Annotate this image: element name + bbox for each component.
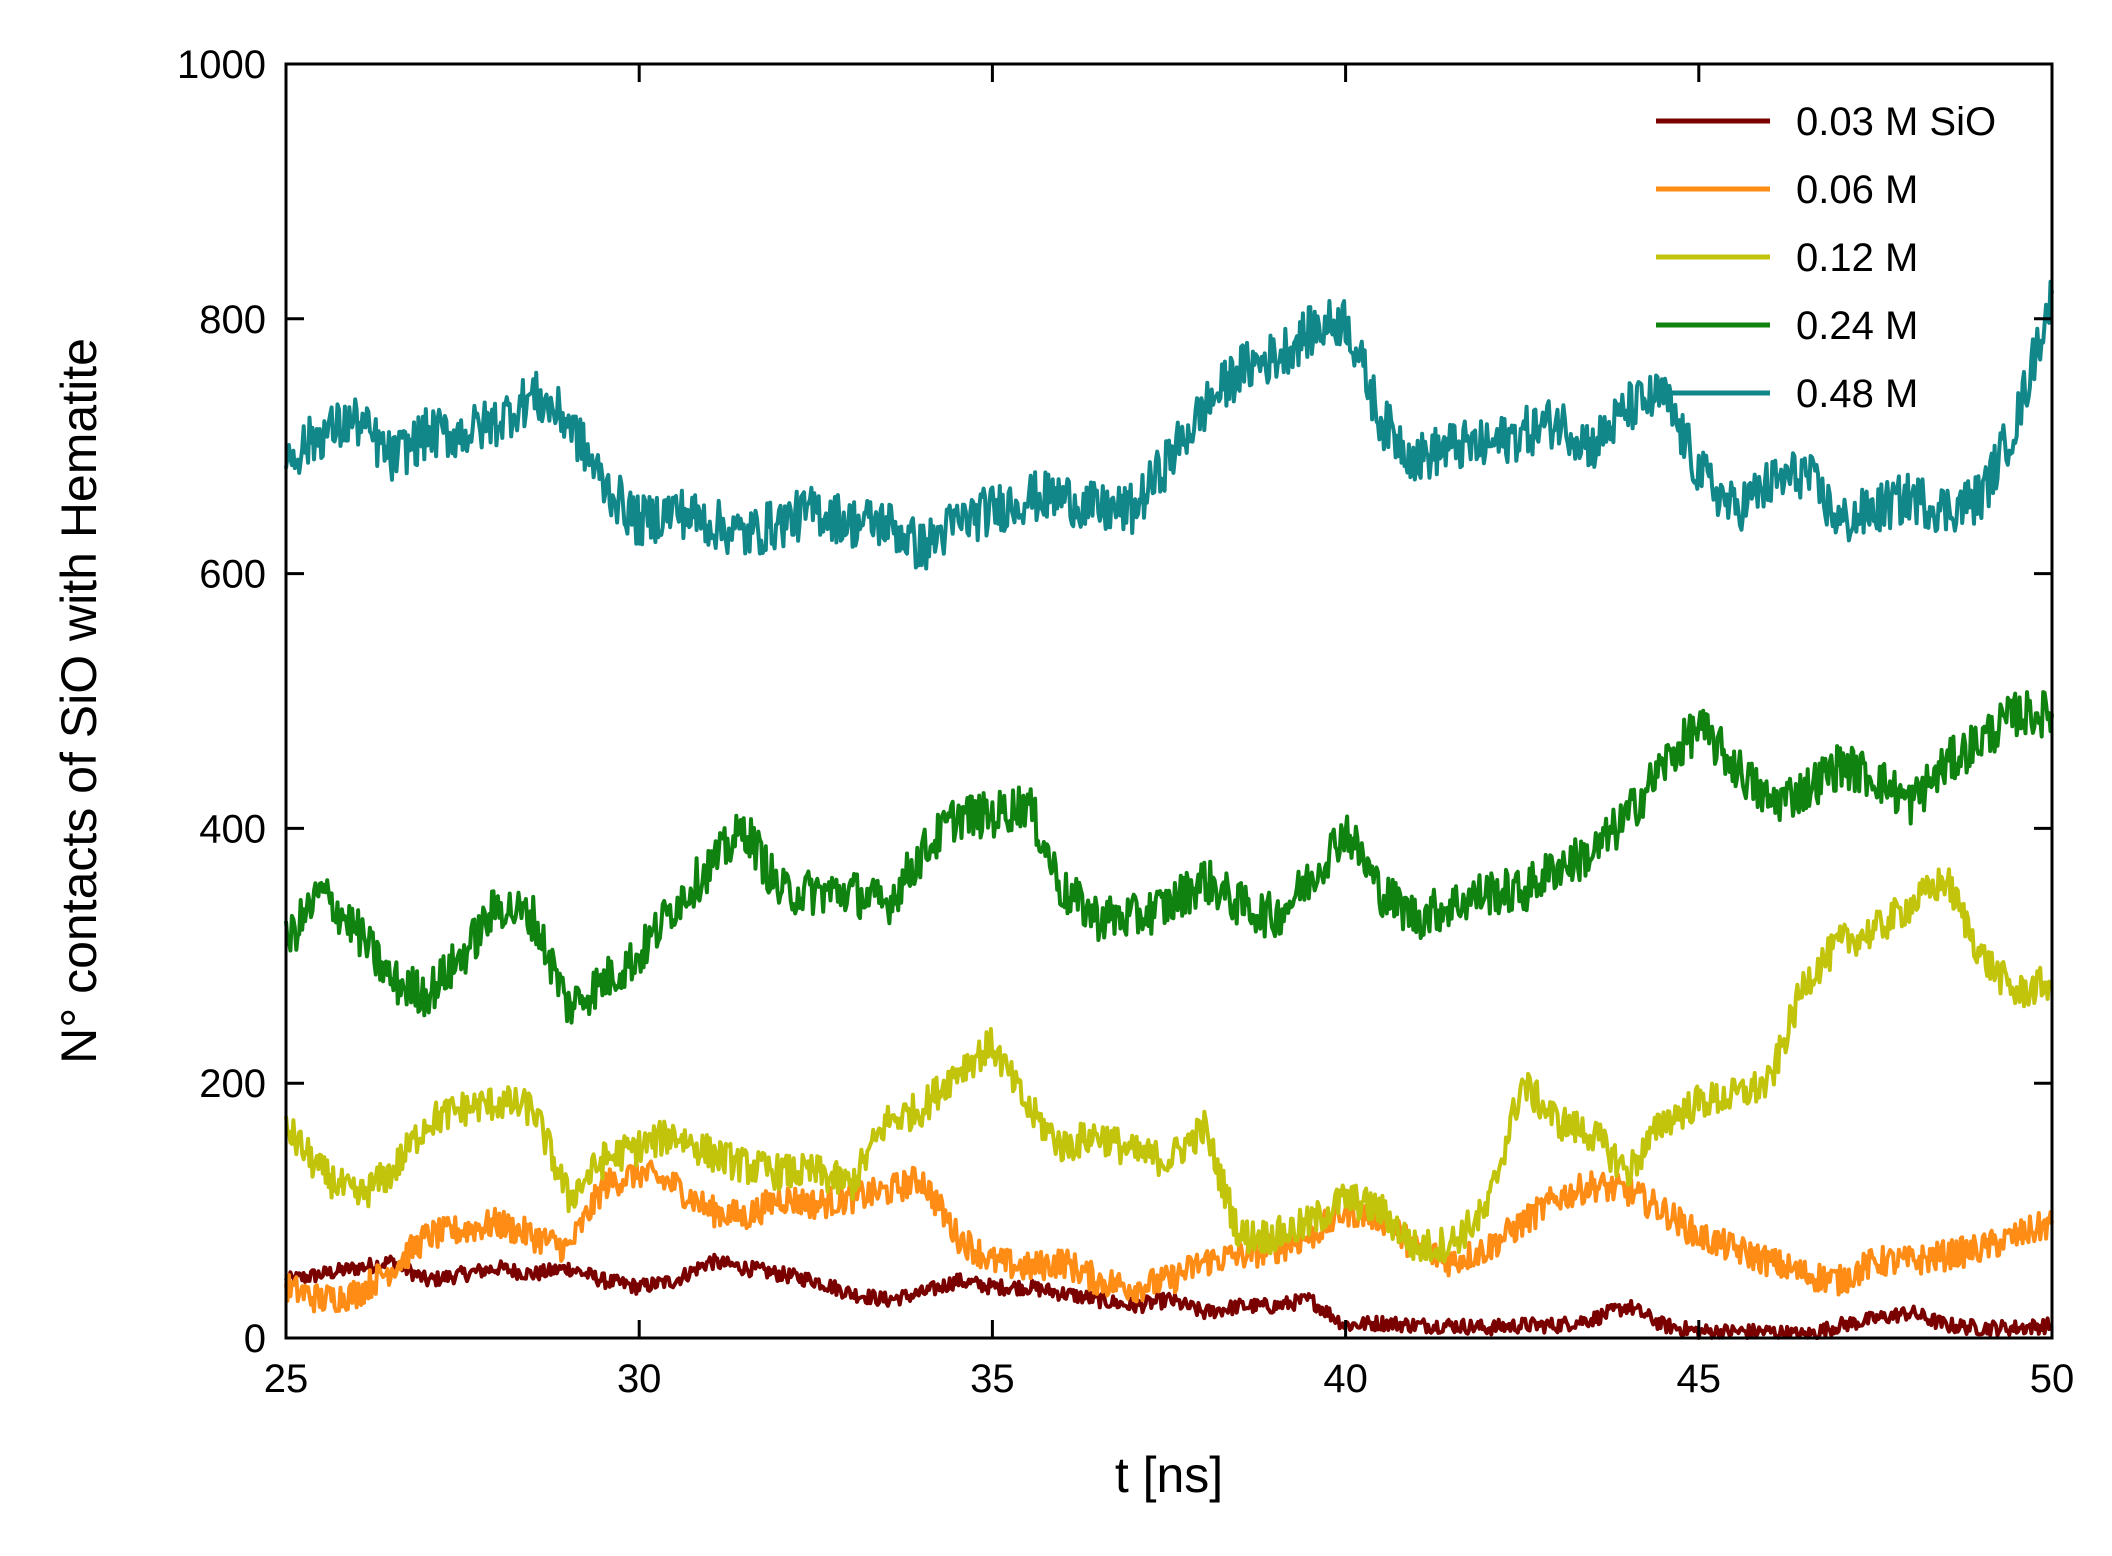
y-tick-label: 1000 [177, 43, 266, 87]
x-axis-ticks: 25 30 35 40 45 50 [264, 64, 2075, 1401]
series-line-4 [284, 279, 2054, 571]
y-tick-label: 800 [199, 298, 266, 342]
series-line-3 [284, 690, 2054, 1025]
x-tick-label: 30 [617, 1357, 662, 1401]
y-axis-title: N° contacts of SiO with Hematite [51, 338, 107, 1064]
legend-label-3: 0.24 M [1796, 304, 1918, 348]
legend-label-4: 0.48 M [1796, 372, 1918, 416]
series-line-0 [284, 1252, 2054, 1340]
y-tick-label: 0 [244, 1317, 266, 1361]
y-tick-label: 200 [199, 1062, 266, 1106]
y-axis-ticks: 0 200 400 600 800 1000 [177, 43, 2052, 1361]
y-tick-label: 400 [199, 807, 266, 851]
x-axis-title: t [ns] [1115, 1447, 1223, 1503]
x-tick-label: 45 [1677, 1357, 1722, 1401]
plot-lines [284, 279, 2054, 1340]
series-line-1 [284, 1156, 2054, 1314]
x-tick-label: 40 [1323, 1357, 1368, 1401]
x-tick-label: 35 [970, 1357, 1015, 1401]
legend: 0.03 M SiO 0.06 M 0.12 M 0.24 M 0.48 M [1656, 100, 1996, 416]
y-tick-label: 600 [199, 553, 266, 597]
series-line-2 [284, 867, 2054, 1264]
plot-frame [284, 62, 2054, 1340]
x-tick-label: 50 [2030, 1357, 2075, 1401]
legend-label-0: 0.03 M SiO [1796, 100, 1996, 144]
legend-label-1: 0.06 M [1796, 168, 1918, 212]
legend-label-2: 0.12 M [1796, 236, 1918, 280]
x-tick-label: 25 [264, 1357, 309, 1401]
